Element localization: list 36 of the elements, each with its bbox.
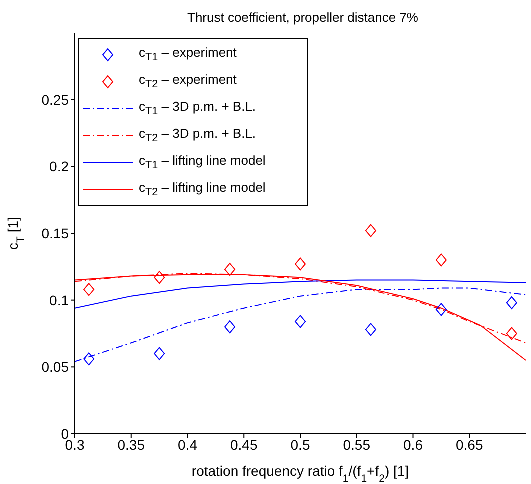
x-tick-label: 0.5 bbox=[290, 436, 310, 453]
x-tick-label: 0.45 bbox=[230, 436, 258, 453]
point bbox=[224, 320, 236, 334]
y-tick-label: 0.25 bbox=[42, 92, 70, 108]
point bbox=[436, 303, 447, 316]
line-series bbox=[75, 288, 526, 362]
point bbox=[295, 258, 306, 271]
x-tick-label: 0.4 bbox=[178, 436, 198, 453]
legend-label: c$_{T2}$ – experiment bbox=[139, 72, 237, 91]
y-tick-label: 0.05 bbox=[42, 359, 70, 376]
point bbox=[506, 296, 518, 310]
y-tick-label: 0.2 bbox=[50, 158, 70, 175]
point bbox=[84, 352, 95, 366]
legend-label: c$_{T1}$ – 3D p.m. + B.L. bbox=[139, 99, 256, 118]
line-series bbox=[75, 280, 526, 309]
point bbox=[295, 315, 306, 328]
x-tick-label: 0.65 bbox=[456, 436, 484, 453]
x-tick-label: 0.35 bbox=[118, 436, 146, 453]
legend-label: c$_{T2}$ – 3D p.m. + B.L. bbox=[139, 126, 256, 145]
x-axis-title: rotation frequency ratio f$_{1}$/(f$_{1}$+f$_{2}$) [1] bbox=[192, 463, 410, 484]
y-tick-label: 0.1 bbox=[50, 292, 70, 308]
legend-label: c$_{T1}$ – lifting line model bbox=[139, 153, 266, 172]
point bbox=[365, 323, 376, 336]
point bbox=[436, 254, 447, 267]
legend-label: c$_{T2}$ – lifting line model bbox=[139, 180, 266, 199]
x-tick-label: 0.55 bbox=[343, 436, 371, 453]
point bbox=[154, 347, 166, 360]
y-tick-label: 0.15 bbox=[42, 225, 70, 242]
point bbox=[224, 263, 236, 276]
chart-title: Thrust coefficient, propeller distance 7% bbox=[186, 10, 420, 25]
x-tick-label: 0.6 bbox=[404, 436, 424, 453]
legend-label: c$_{T1}$ – experiment bbox=[139, 45, 237, 64]
point bbox=[84, 283, 95, 296]
point bbox=[365, 224, 376, 238]
point bbox=[154, 271, 166, 284]
point bbox=[506, 327, 518, 340]
